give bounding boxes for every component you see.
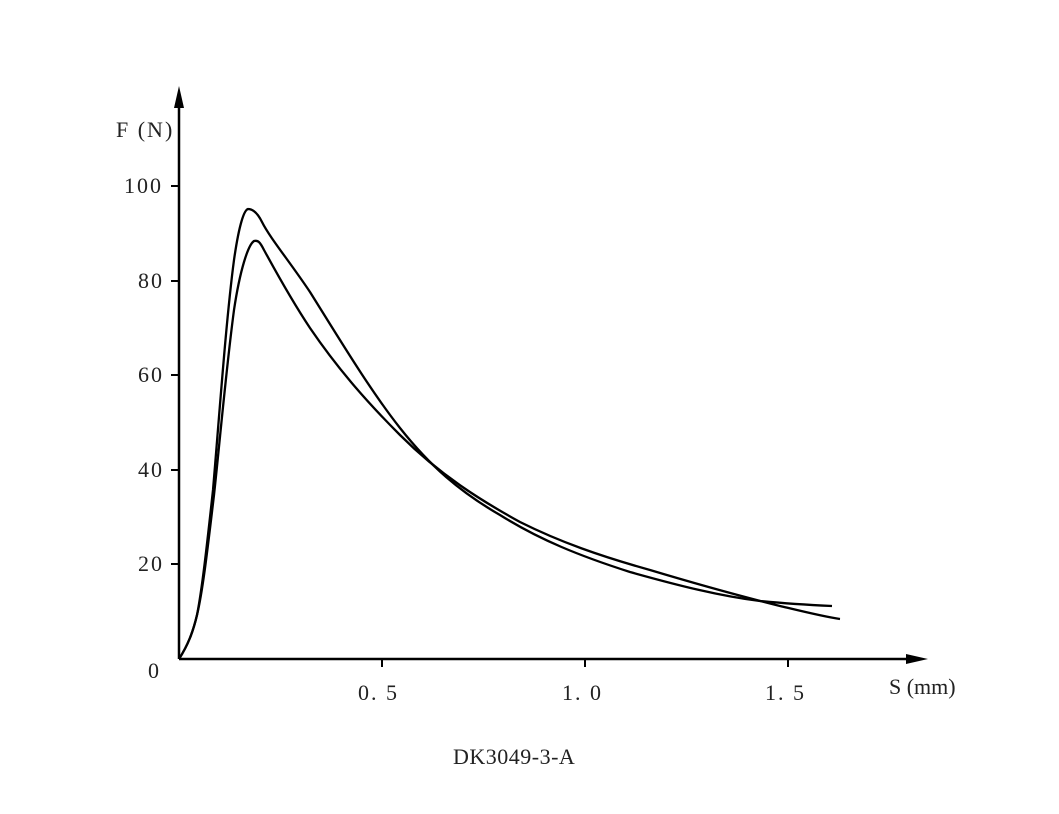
x-ticks: [381, 659, 789, 667]
y-ticks: [171, 185, 179, 565]
x-tick-label-1.0: 1. 0: [562, 680, 603, 705]
y-tick-label-0: 0: [148, 658, 161, 683]
y-axis-arrow-icon: [174, 86, 184, 108]
y-tick-label-40: 40: [138, 457, 164, 482]
y-tick-label-20: 20: [138, 551, 164, 576]
figure-caption: DK3049-3-A: [453, 744, 576, 769]
x-tick-label-0.5: 0. 5: [358, 680, 399, 705]
x-tick-label-1.5: 1. 5: [765, 680, 806, 705]
x-axis-label: S (mm): [889, 674, 956, 699]
x-axis-arrow-icon: [906, 654, 928, 664]
y-tick-label-80: 80: [138, 268, 164, 293]
series-upper-curve: [178, 207, 833, 660]
y-tick-label-100: 100: [124, 173, 163, 198]
series-lower-curve: [178, 239, 841, 660]
y-tick-label-60: 60: [138, 362, 164, 387]
y-axis-label: F (N): [116, 117, 175, 142]
